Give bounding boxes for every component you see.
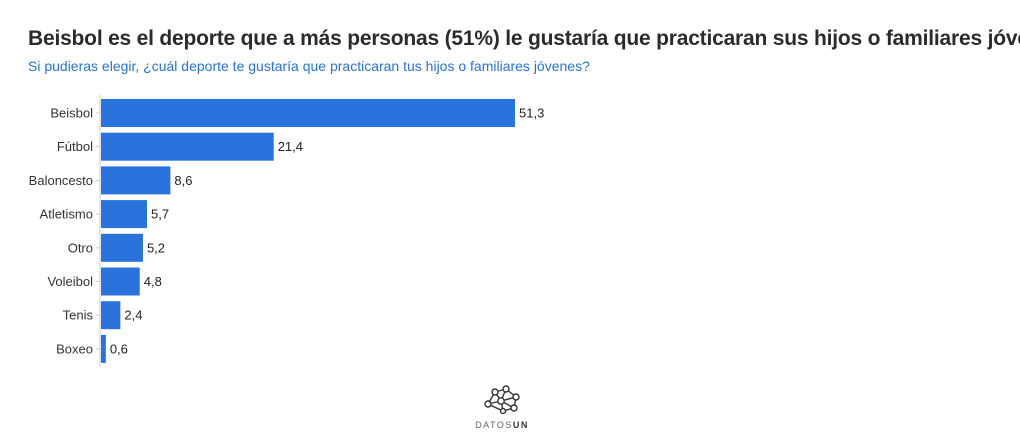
category-label-4: Otro — [68, 240, 93, 255]
category-label-5: Voleibol — [47, 274, 93, 289]
logo-wordmark-prefix: DATOS — [475, 420, 513, 430]
bar-3 — [101, 200, 147, 229]
bar-5 — [101, 267, 140, 296]
chart-subtitle: Si pudieras elegir, ¿cuál deporte te gus… — [28, 58, 590, 74]
network-nodes-icon — [484, 385, 520, 415]
bar-2 — [101, 166, 171, 195]
value-label-0: 51,3 — [519, 106, 544, 121]
chart-title: Beisbol es el deporte que a más personas… — [28, 27, 1020, 50]
category-label-6: Tenis — [63, 308, 94, 323]
value-label-5: 4,8 — [144, 274, 162, 289]
logo-wordmark-suffix: UN — [512, 420, 529, 430]
bar-7 — [101, 334, 106, 363]
category-label-7: Boxeo — [56, 341, 93, 356]
bar-6 — [101, 301, 121, 330]
category-label-0: Beisbol — [50, 106, 93, 121]
value-label-3: 5,7 — [151, 207, 169, 222]
value-label-2: 8,6 — [174, 173, 192, 188]
category-label-3: Atletismo — [40, 207, 93, 222]
value-label-7: 0,6 — [110, 341, 128, 356]
bar-chart: Beisbol 51,3 Fútbol 21,4 Baloncesto 8,6 Atleti… — [29, 95, 544, 367]
bar-1 — [101, 132, 274, 161]
category-label-2: Baloncesto — [29, 173, 93, 188]
bars-layer: Beisbol 51,3 Fútbol 21,4 Baloncesto 8,6 Atleti… — [29, 95, 544, 367]
value-label-6: 2,4 — [124, 308, 142, 323]
value-label-4: 5,2 — [147, 240, 165, 255]
logo-wordmark: DATOSUN — [470, 420, 534, 430]
category-label-1: Fútbol — [57, 139, 93, 154]
datosun-logo: DATOSUN — [470, 384, 534, 430]
bar-0 — [101, 99, 515, 127]
value-label-1: 21,4 — [278, 139, 303, 154]
bar-4 — [101, 233, 143, 262]
